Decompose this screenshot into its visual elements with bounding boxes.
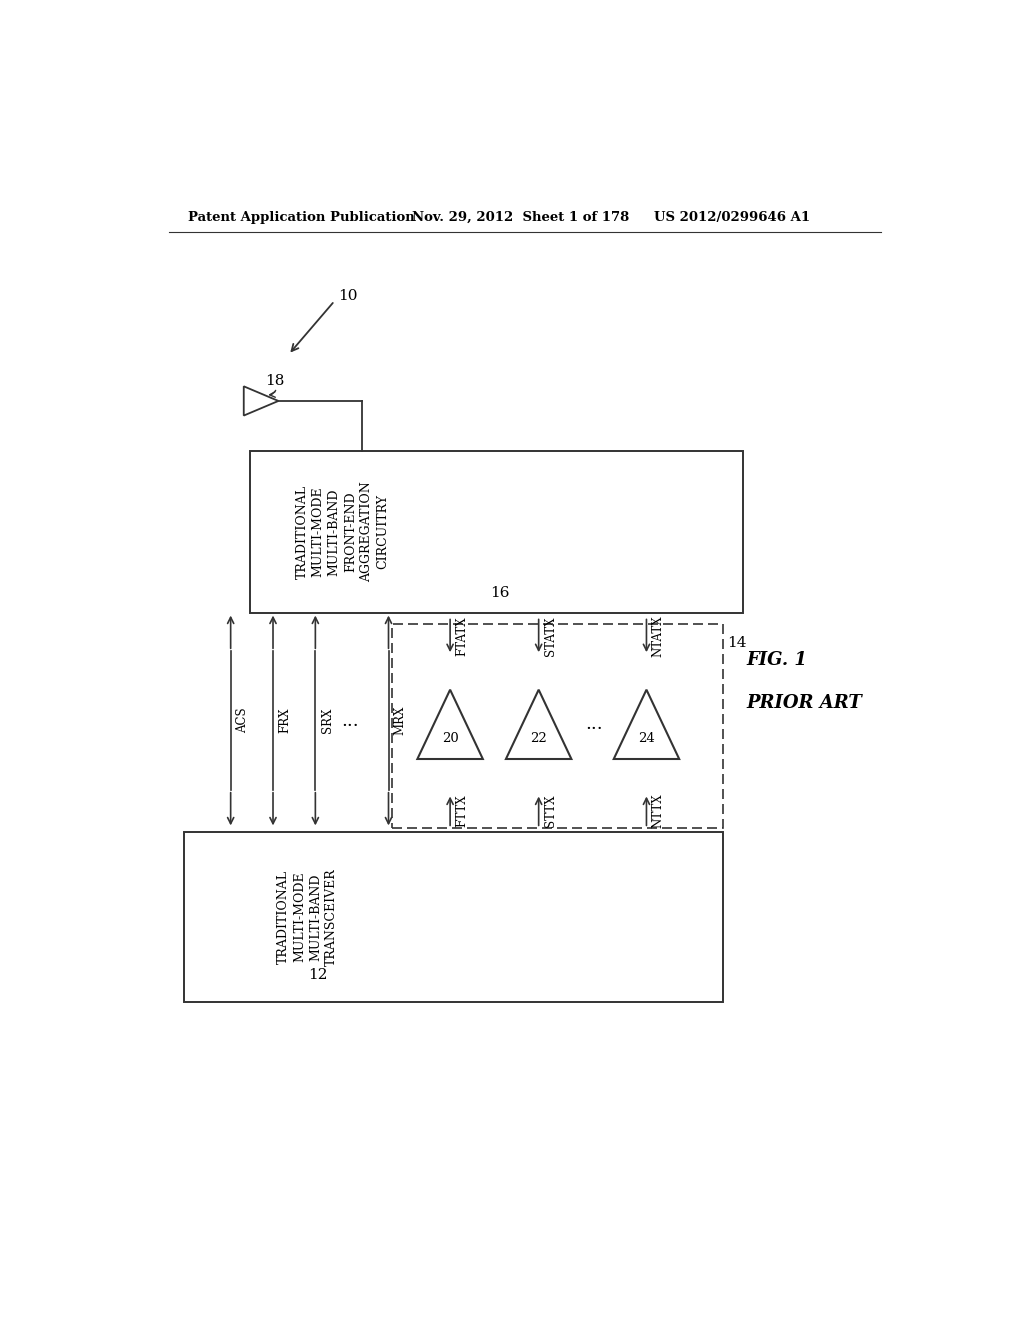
- Text: MRX: MRX: [394, 706, 407, 735]
- Text: STATX: STATX: [544, 616, 557, 656]
- Bar: [392, 624, 724, 829]
- Text: ACS: ACS: [237, 708, 249, 734]
- Text: 22: 22: [530, 731, 547, 744]
- Text: FTATX: FTATX: [456, 616, 469, 656]
- Text: 14: 14: [727, 636, 746, 649]
- Text: 16: 16: [490, 586, 510, 601]
- Text: 18: 18: [265, 374, 285, 388]
- Text: NTATX: NTATX: [652, 615, 665, 656]
- Text: FTTX: FTTX: [456, 795, 469, 826]
- Text: SRX: SRX: [321, 708, 334, 733]
- Text: 12: 12: [307, 968, 327, 982]
- Text: PRIOR ART: PRIOR ART: [746, 694, 862, 713]
- Text: TRADITIONAL
MULTI-MODE
MULTI-BAND
TRANSCEIVER: TRADITIONAL MULTI-MODE MULTI-BAND TRANSC…: [278, 869, 338, 966]
- Text: Nov. 29, 2012  Sheet 1 of 178: Nov. 29, 2012 Sheet 1 of 178: [412, 211, 629, 224]
- Text: 10: 10: [339, 289, 358, 304]
- Text: ...: ...: [341, 711, 358, 730]
- Text: NTTX: NTTX: [652, 793, 665, 828]
- Text: Patent Application Publication: Patent Application Publication: [188, 211, 415, 224]
- Text: US 2012/0299646 A1: US 2012/0299646 A1: [654, 211, 810, 224]
- Text: TRADITIONAL
MULTI-MODE
MULTI-BAND
FRONT-END
AGGREGATION
CIRCUITRY: TRADITIONAL MULTI-MODE MULTI-BAND FRONT-…: [296, 482, 389, 582]
- Text: 20: 20: [441, 731, 459, 744]
- Bar: [250, 451, 742, 612]
- Text: FIG. 1: FIG. 1: [746, 651, 808, 669]
- Text: ...: ...: [586, 715, 603, 734]
- Bar: [184, 832, 724, 1002]
- Text: FRX: FRX: [279, 708, 292, 733]
- Text: STTX: STTX: [544, 795, 557, 826]
- Text: 24: 24: [638, 731, 654, 744]
